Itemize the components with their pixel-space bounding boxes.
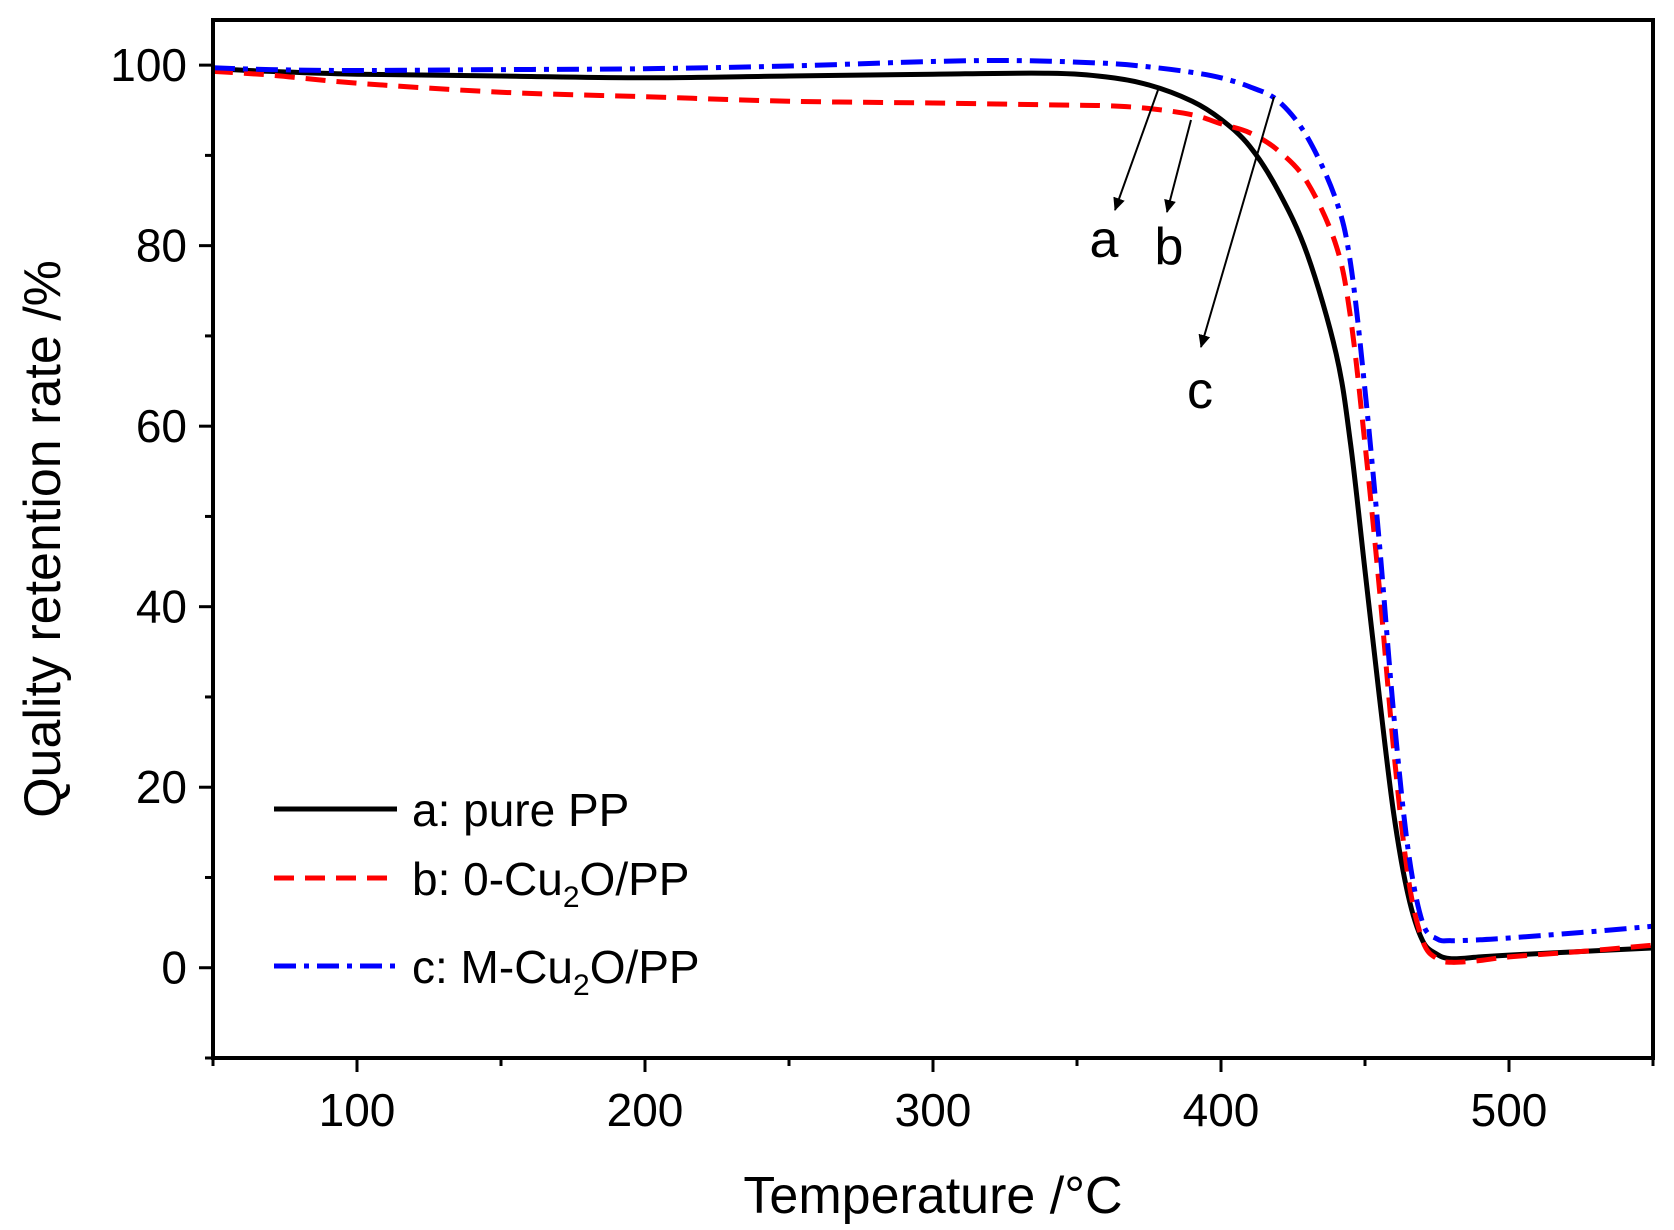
- y-axis-title: Quality retention rate /%: [14, 260, 72, 818]
- legend-label-c-main: c: M-Cu: [412, 941, 573, 993]
- annotation-arrow-c: [1198, 96, 1275, 348]
- annotations: a b c: [1090, 89, 1275, 420]
- x-tick-label: 200: [607, 1084, 684, 1136]
- annotation-label-a: a: [1090, 211, 1119, 269]
- x-tick-label: 400: [1183, 1084, 1260, 1136]
- legend: a: pure PP b: 0-Cu2O/PP c: M-Cu2O/PP: [274, 784, 700, 1002]
- annotation-arrow-b: [1164, 119, 1192, 213]
- series-line-a: [212, 66, 1654, 962]
- annotation-label-c: c: [1187, 362, 1213, 420]
- series-line-b: [212, 68, 1654, 965]
- legend-label-c-sub: 2: [573, 969, 590, 1002]
- y-tick-label: 40: [136, 581, 187, 633]
- legend-label-b-sub: 2: [563, 881, 580, 914]
- legend-label-b-rest: O/PP: [580, 853, 690, 905]
- x-tick-label: 500: [1471, 1084, 1548, 1136]
- y-tick-label: 0: [161, 942, 187, 994]
- y-tick-label: 60: [136, 400, 187, 452]
- legend-label-b: b: 0-Cu2O/PP: [412, 853, 689, 914]
- legend-label-b-main: b: 0-Cu: [412, 853, 563, 905]
- series-line-c: [212, 57, 1654, 944]
- tick-layer: 100 200 300 400 500 0 20 40 60 80 100: [110, 39, 1655, 1136]
- y-tick-label: 20: [136, 761, 187, 813]
- legend-label-a: a: pure PP: [412, 784, 629, 836]
- legend-label-c-rest: O/PP: [590, 941, 700, 993]
- x-tick-label: 300: [895, 1084, 972, 1136]
- annotation-arrow-a: [1113, 89, 1159, 211]
- annotation-label-b: b: [1155, 218, 1184, 276]
- y-tick-label: 80: [136, 220, 187, 272]
- x-axis-title: Temperature /°C: [743, 1167, 1122, 1225]
- y-tick-label: 100: [110, 39, 187, 91]
- legend-label-c: c: M-Cu2O/PP: [412, 941, 700, 1002]
- x-tick-label: 100: [319, 1084, 396, 1136]
- series-layer: [212, 57, 1654, 965]
